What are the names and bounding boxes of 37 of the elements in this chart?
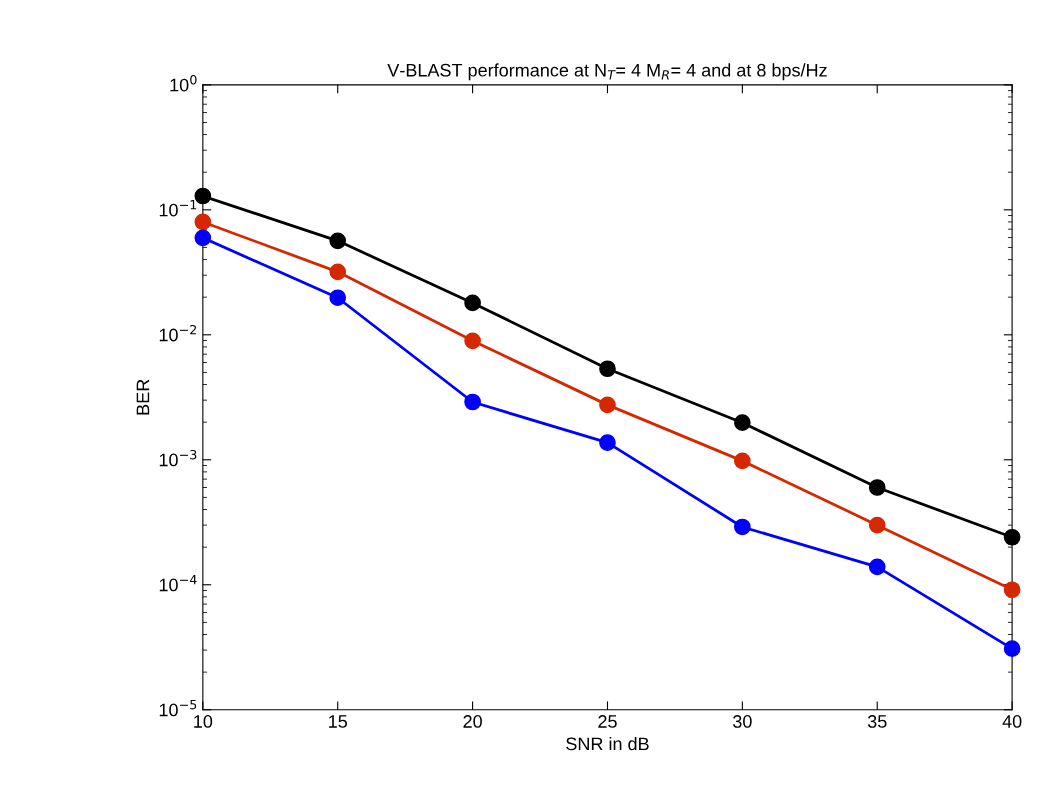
chart-title: V-BLAST performance at N$_{T}$= 4 M$_{R}$= 4 and at 8 bps/Hz — [387, 63, 827, 81]
y-tick-label: 10$^{−1}$ — [159, 200, 197, 217]
y-axis-title: BER — [136, 379, 150, 415]
x-tick-label: 15 — [329, 715, 348, 728]
y-tick-label: 10$^{−5}$ — [159, 700, 197, 717]
x-tick-label: 20 — [463, 715, 482, 728]
point — [734, 518, 751, 536]
point — [194, 187, 212, 205]
point — [194, 229, 212, 247]
x-tick-label: 25 — [598, 715, 617, 728]
x-tick-label: 35 — [867, 715, 887, 728]
point — [734, 414, 751, 432]
x-tick-label: 10 — [194, 715, 213, 728]
point — [464, 294, 481, 312]
point — [1003, 640, 1021, 658]
y-tick-label: 10$^{−2}$ — [159, 324, 197, 342]
point — [194, 213, 212, 231]
x-axis-title: SNR in dB — [566, 736, 649, 751]
point — [1003, 528, 1021, 546]
point — [329, 263, 347, 281]
point — [868, 558, 886, 576]
point — [868, 516, 886, 534]
point — [464, 332, 481, 350]
point — [599, 396, 616, 414]
point — [868, 479, 886, 496]
x-tick-label: 40 — [1002, 715, 1022, 728]
point — [329, 289, 347, 307]
y-tick-label: 10$^{−3}$ — [159, 449, 197, 467]
point — [329, 232, 347, 250]
x-tick-label: 30 — [733, 715, 752, 728]
point — [599, 360, 616, 378]
y-tick-label: 10$^{0}$ — [170, 74, 197, 92]
point — [734, 452, 751, 470]
point — [1003, 581, 1021, 599]
point — [599, 434, 616, 452]
point — [464, 393, 481, 411]
y-tick-label: 10$^{−4}$ — [159, 575, 197, 592]
